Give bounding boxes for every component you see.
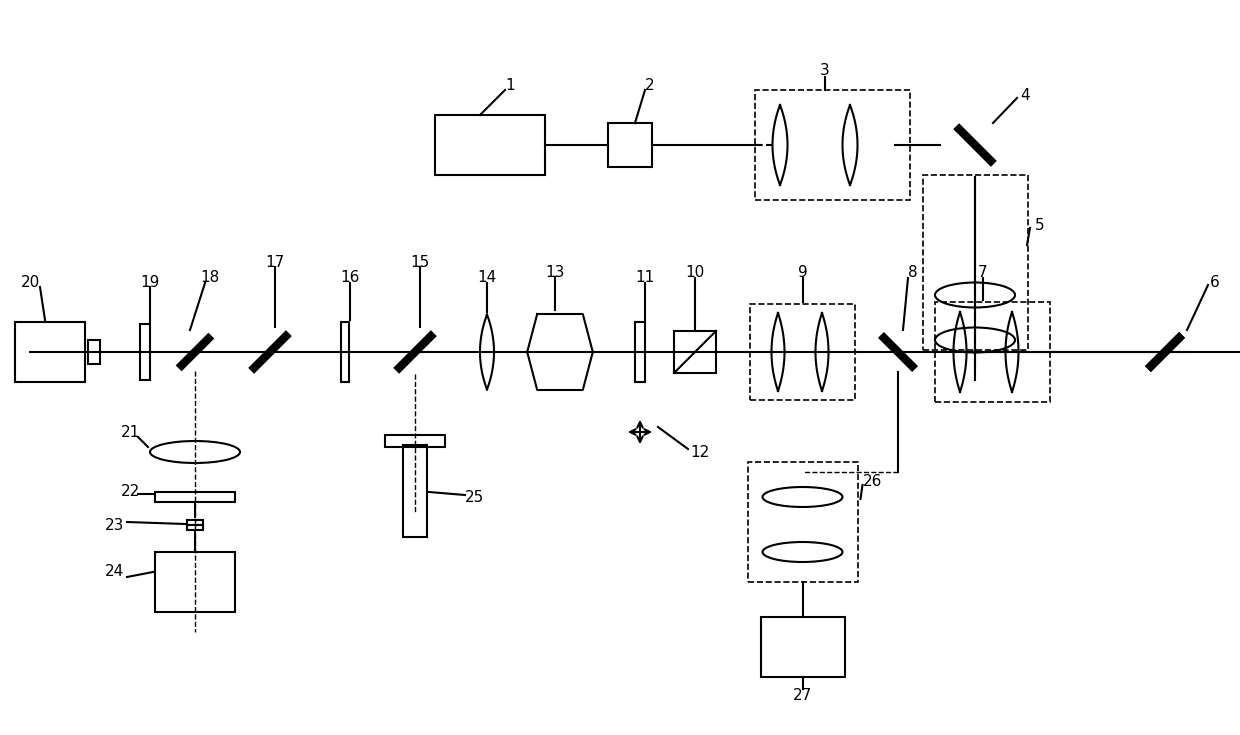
Bar: [755, 90, 910, 200]
Text: 16: 16: [340, 270, 360, 284]
Bar: [760, 617, 844, 677]
Bar: [187, 520, 203, 525]
Bar: [187, 525, 203, 530]
Text: 22: 22: [120, 484, 140, 500]
Bar: [403, 445, 427, 537]
Text: 5: 5: [1035, 218, 1045, 232]
Text: 27: 27: [792, 687, 812, 703]
Text: 26: 26: [863, 475, 882, 490]
Bar: [750, 304, 856, 400]
Text: 14: 14: [477, 270, 497, 284]
Text: 3: 3: [820, 62, 830, 77]
Text: 2: 2: [645, 77, 655, 93]
Text: 15: 15: [410, 254, 429, 270]
Bar: [155, 552, 236, 612]
Bar: [384, 435, 445, 447]
Text: 10: 10: [686, 265, 704, 279]
Text: 9: 9: [797, 265, 807, 279]
Bar: [15, 322, 86, 382]
Text: 11: 11: [635, 270, 655, 284]
Bar: [635, 322, 645, 382]
Text: 1: 1: [505, 77, 515, 93]
Bar: [608, 123, 652, 167]
Bar: [923, 175, 1028, 350]
Text: 12: 12: [691, 445, 709, 459]
Text: 19: 19: [140, 274, 160, 290]
Bar: [748, 462, 858, 582]
Text: 4: 4: [1021, 87, 1029, 102]
Text: 25: 25: [465, 490, 485, 504]
Text: 17: 17: [265, 254, 285, 270]
Text: 8: 8: [908, 265, 918, 279]
Bar: [140, 324, 150, 380]
Text: 20: 20: [20, 274, 40, 290]
Text: 7: 7: [977, 265, 987, 279]
Bar: [155, 492, 236, 502]
Bar: [341, 322, 348, 382]
Bar: [935, 302, 1050, 402]
Text: 13: 13: [546, 265, 564, 279]
Bar: [88, 340, 100, 364]
Text: 23: 23: [105, 517, 125, 532]
Text: 24: 24: [105, 564, 125, 579]
Bar: [435, 115, 546, 175]
Text: 21: 21: [120, 425, 140, 440]
Text: 18: 18: [201, 270, 219, 284]
Text: 6: 6: [1210, 274, 1220, 290]
Bar: [675, 331, 715, 373]
